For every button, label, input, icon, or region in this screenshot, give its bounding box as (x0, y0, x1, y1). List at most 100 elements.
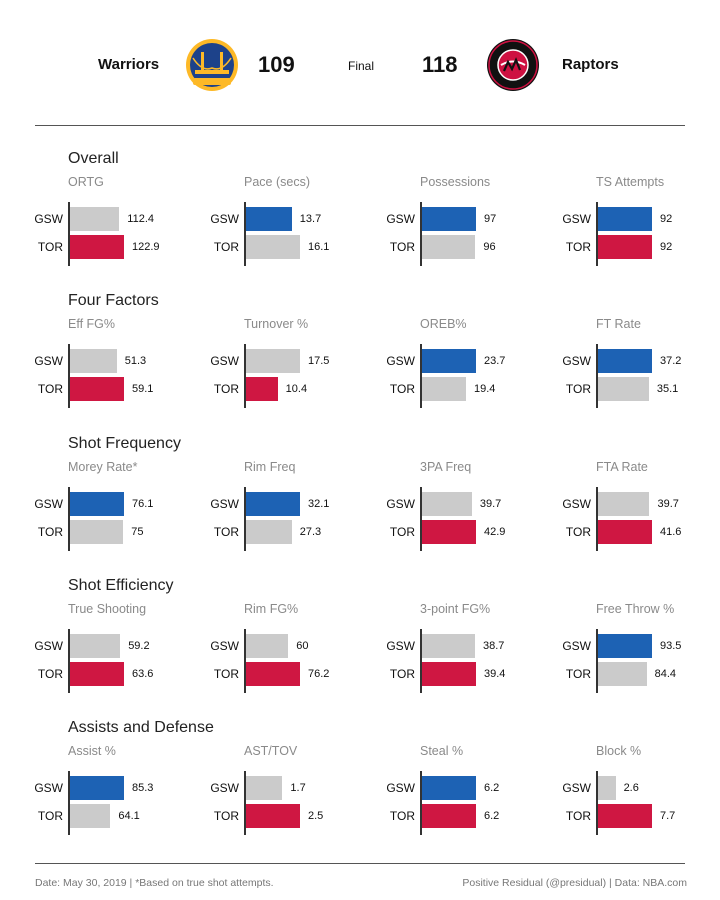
metric-label: Block % (596, 744, 642, 759)
gsw-bar (597, 207, 652, 231)
home-team-name: Raptors (562, 56, 619, 73)
gsw-bar (597, 491, 650, 516)
team-row-label: GSW (386, 496, 415, 511)
team-row-label: GSW (34, 496, 63, 511)
team-row-label: GSW (386, 212, 415, 226)
section-title: Shot Efficiency (68, 576, 174, 594)
bar-axis (244, 344, 246, 409)
metric-panel: Rim FG% GSW 60 TOR 76.2 (210, 602, 414, 712)
metric-label: ORTG (68, 175, 104, 189)
footer-divider (35, 863, 685, 864)
gsw-bar (597, 633, 652, 658)
gsw-value-label: 85.3 (132, 782, 154, 795)
metric-panel: TS Attempts GSW 92 TOR 92 (562, 175, 720, 285)
team-row-label: GSW (210, 354, 239, 369)
team-row-label: GSW (386, 781, 415, 796)
metric-label: FTA Rate (596, 459, 648, 474)
tor-value-label: 63.6 (132, 667, 154, 680)
gsw-bar (245, 349, 300, 374)
team-row-label: TOR (37, 666, 63, 681)
bar-axis (596, 771, 598, 836)
gsw-value-label: 39.7 (657, 497, 679, 510)
team-row-label: GSW (34, 638, 63, 653)
tor-bar (69, 235, 124, 259)
metric-label: Pace (secs) (244, 175, 310, 189)
metric-label: Free Throw % (596, 601, 675, 616)
gsw-bar (597, 776, 616, 801)
metric-label: FT Rate (596, 317, 641, 332)
gsw-bar (69, 207, 120, 231)
metric-panel: Turnover % GSW 17.5 TOR 10.4 (210, 317, 414, 427)
team-row-label: TOR (389, 382, 415, 397)
tor-value-label: 84.4 (654, 667, 677, 680)
tor-value-label: 6.2 (484, 810, 500, 823)
team-row-label: TOR (37, 382, 63, 397)
gsw-bar (69, 633, 121, 658)
footer-note: Date: May 30, 2019 | *Based on true shot… (35, 877, 274, 889)
warriors-logo (186, 39, 238, 91)
team-row-label: GSW (562, 212, 591, 226)
gsw-bar (245, 207, 292, 231)
tor-value-label: 41.6 (660, 525, 682, 538)
tor-value-label: 96 (483, 241, 496, 253)
tor-bar (597, 661, 647, 686)
metric-panel: OREB% GSW 23.7 TOR 19.4 (386, 317, 590, 427)
team-row-label: GSW (386, 638, 415, 653)
metric-panel: Eff FG% GSW 51.3 TOR 59.1 (34, 317, 238, 427)
metric-panel: 3PA Freq GSW 39.7 TOR 42.9 (386, 459, 590, 570)
team-row-label: GSW (210, 781, 239, 796)
gsw-value-label: 112.4 (127, 213, 155, 225)
bar-axis (68, 771, 70, 836)
team-row-label: GSW (210, 638, 239, 653)
team-row-label: TOR (37, 240, 63, 254)
tor-bar (69, 804, 111, 829)
gsw-bar (69, 349, 117, 374)
bar-axis (244, 771, 246, 836)
gsw-value-label: 38.7 (483, 639, 505, 652)
team-row-label: GSW (34, 781, 63, 796)
gsw-value-label: 6.2 (484, 782, 500, 795)
tor-bar (245, 235, 300, 259)
section-title: Four Factors (68, 292, 159, 310)
tor-value-label: 122.9 (132, 241, 160, 253)
team-row-label: TOR (213, 240, 239, 254)
tor-bar (69, 519, 124, 544)
team-row-label: TOR (565, 809, 591, 824)
gsw-bar (245, 491, 300, 516)
tor-value-label: 27.3 (299, 525, 322, 538)
team-row-label: GSW (210, 212, 239, 226)
metric-panel: Block % GSW 2.6 TOR 7.7 (562, 744, 720, 854)
team-row-label: GSW (562, 638, 591, 653)
gsw-bar (245, 633, 289, 658)
gsw-value-label: 1.7 (290, 782, 306, 795)
metric-label: TS Attempts (596, 175, 665, 189)
metric-panel: Steal % GSW 6.2 TOR 6.2 (386, 744, 590, 854)
bar-axis (420, 344, 422, 409)
bar-axis (68, 628, 70, 693)
team-row-label: TOR (389, 524, 415, 539)
metric-label: Morey Rate* (68, 459, 138, 474)
gsw-value-label: 60 (296, 639, 309, 652)
tor-value-label: 39.4 (484, 667, 506, 680)
gsw-value-label: 39.7 (479, 497, 502, 510)
bar-axis (420, 202, 422, 266)
gsw-value-label: 2.6 (623, 782, 639, 795)
metric-label: Eff FG% (68, 317, 116, 332)
team-row-label: TOR (389, 809, 415, 824)
metric-label: 3PA Freq (420, 459, 472, 474)
gsw-bar (245, 776, 283, 801)
metric-panel: AST/TOV GSW 1.7 TOR 2.5 (210, 744, 414, 854)
tor-bar (421, 235, 476, 259)
tor-bar (421, 519, 476, 544)
team-row-label: TOR (37, 809, 63, 824)
metric-panel: Possessions GSW 97 TOR 96 (386, 175, 590, 285)
team-row-label: TOR (37, 524, 63, 539)
gsw-value-label: 51.3 (124, 355, 147, 368)
team-row-label: TOR (565, 240, 591, 254)
metric-panel: Pace (secs) GSW 13.7 TOR 16.1 (210, 175, 414, 285)
metric-label: Steal % (420, 744, 464, 759)
gsw-value-label: 97 (484, 213, 497, 225)
gsw-value-label: 93.5 (660, 639, 682, 652)
header-divider (35, 125, 685, 126)
tor-value-label: 16.1 (308, 241, 330, 253)
